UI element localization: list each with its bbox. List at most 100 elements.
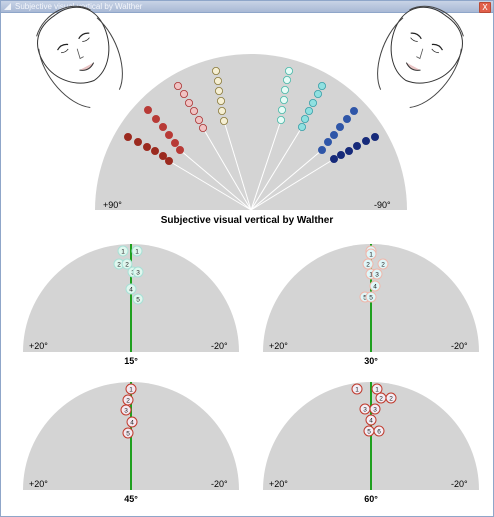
- main-semicircle: [95, 54, 407, 210]
- panel-marker: [125, 283, 137, 295]
- main-data-point: [151, 115, 160, 124]
- panel-marker: [373, 425, 385, 437]
- panel-caption: 15°: [124, 356, 138, 366]
- main-data-point: [216, 97, 225, 106]
- main-data-point: [124, 132, 133, 141]
- main-data-point: [282, 76, 291, 85]
- panel-marker: [369, 280, 381, 292]
- panel-marker-label: 2: [381, 262, 385, 269]
- ray-line: [250, 149, 323, 211]
- main-data-point: [329, 130, 338, 139]
- panel-marker-label: 4: [129, 287, 133, 294]
- main-data-point: [164, 130, 173, 139]
- main-data-point: [198, 124, 207, 133]
- main-data-point: [329, 154, 338, 163]
- panel-marker: [365, 414, 377, 426]
- ray-line: [168, 160, 252, 211]
- main-data-point: [352, 141, 361, 150]
- panel-marker-label: 1: [369, 272, 373, 279]
- panel-marker-label: 3: [375, 272, 379, 279]
- right-face-icon: [377, 5, 464, 108]
- main-data-point: [308, 99, 317, 108]
- panel-marker-label: 1: [129, 387, 133, 394]
- main-data-point: [170, 138, 179, 147]
- main-rays: [168, 119, 335, 211]
- panel-right-angle: -20°: [451, 341, 468, 351]
- panel-marker-label: 3: [363, 407, 367, 414]
- main-data-point: [280, 86, 289, 95]
- main-data-point: [173, 82, 182, 91]
- panel-marker-label: 1: [369, 252, 373, 259]
- panel-left-angle: +20°: [269, 341, 288, 351]
- panel-left-angle: +20°: [29, 479, 48, 489]
- panel-marker-label: 3: [136, 270, 140, 277]
- main-data-point: [143, 106, 152, 115]
- main-data-point: [175, 145, 184, 154]
- panel-marker-label: 4: [130, 420, 134, 427]
- main-data-point: [300, 115, 309, 124]
- main-data-point: [279, 96, 288, 105]
- panel-marker-label: 1: [135, 249, 139, 256]
- main-data-point: [211, 67, 220, 76]
- panel-caption: 45°: [124, 494, 138, 504]
- main-data-point: [349, 107, 358, 116]
- panel-marker: [125, 383, 137, 395]
- panel-marker-label: 4: [369, 418, 373, 425]
- main-data-point: [317, 82, 326, 91]
- main-data-point: [342, 115, 351, 124]
- panel-marker-label: 5: [136, 297, 140, 304]
- panel-marker: [120, 404, 132, 416]
- panel-3: 1 2 345 +20° -20° 45°: [23, 382, 239, 504]
- panel-marker-label: 2: [379, 396, 383, 403]
- panel-marker-label: 2: [366, 262, 370, 269]
- main-data-point: [335, 123, 344, 132]
- main-data-point: [213, 77, 222, 86]
- main-data-point: [164, 156, 173, 165]
- panel-marker-label: 1: [375, 387, 379, 394]
- close-button[interactable]: X: [479, 2, 491, 13]
- panel-marker: [369, 403, 381, 415]
- main-data-point: [189, 107, 198, 116]
- top-figure: +90° -90°: [36, 5, 464, 211]
- main-data-point: [344, 146, 353, 155]
- panel-marker-label: 2: [117, 262, 121, 269]
- main-data-point: [336, 150, 345, 159]
- panel-marker: [122, 427, 134, 439]
- main-data-point: [297, 123, 306, 132]
- panel-marker: [351, 383, 363, 395]
- ray-line: [250, 158, 335, 211]
- main-data-point: [217, 107, 226, 116]
- main-data-point: [194, 116, 203, 125]
- main-data-point: [150, 146, 159, 155]
- main-data-point: [214, 87, 223, 96]
- ray-line: [250, 126, 303, 211]
- panel-marker-label: 3: [124, 408, 128, 415]
- panel-marker-label: 4: [373, 284, 377, 291]
- panel-marker: [365, 291, 377, 303]
- panel-caption: 30°: [364, 356, 378, 366]
- main-data-point: [370, 132, 379, 141]
- panel-left-angle: +20°: [269, 479, 288, 489]
- panel-marker: [126, 416, 138, 428]
- left-face-icon: [36, 5, 123, 108]
- panel-marker: [131, 245, 143, 257]
- main-data-point: [219, 117, 228, 126]
- panel-marker-label: 5: [363, 295, 367, 302]
- panel-marker: [362, 258, 374, 270]
- panel-marker-label: 5: [126, 431, 130, 438]
- main-data-point: [133, 137, 142, 146]
- main-data-point: [361, 136, 370, 145]
- main-left-angle: +90°: [103, 200, 122, 210]
- panel-marker: [377, 258, 389, 270]
- small-panels: 11223345+20°-20°15°112213455+20°-20°30°1…: [23, 244, 479, 504]
- main-data-point: [317, 145, 326, 154]
- panel-marker-label: 3: [373, 407, 377, 414]
- panel-marker-label: 1: [355, 387, 359, 394]
- main-data-point: [158, 151, 167, 160]
- panel-4: 1 12 23 345 6+20° -20°60°: [263, 382, 479, 504]
- ray-line: [202, 127, 252, 211]
- panel-marker-label: 2: [389, 396, 393, 403]
- panel-marker-label: 6: [377, 429, 381, 436]
